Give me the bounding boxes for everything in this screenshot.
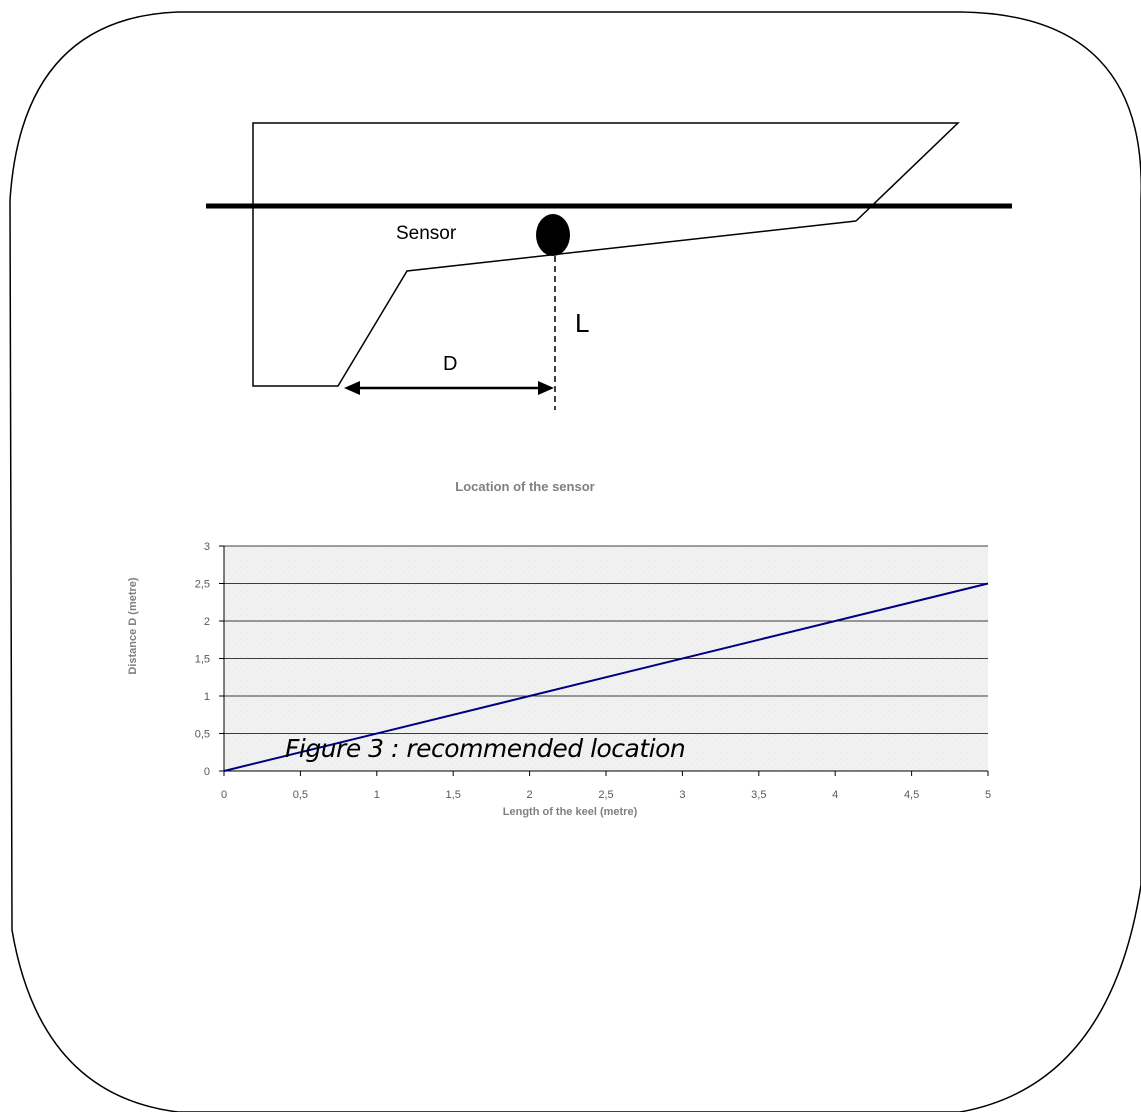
chart-title: Location of the sensor — [455, 479, 595, 494]
x-tick-label: 4 — [832, 789, 838, 801]
x-tick-label: 5 — [985, 789, 991, 801]
series-layer — [223, 582, 989, 772]
d-arrow-head-right — [538, 381, 554, 395]
x-tick-label: 3 — [679, 789, 685, 801]
axes — [219, 545, 989, 776]
x-tick-label: 4,5 — [904, 789, 919, 801]
x-tick-label: 2,5 — [598, 789, 613, 801]
d-arrow-head-left — [344, 381, 360, 395]
d-label: D — [443, 353, 458, 375]
l-label: L — [575, 308, 590, 338]
x-tick-label: 1,5 — [446, 789, 461, 801]
y-tick-label: 2,5 — [195, 579, 210, 591]
hull-bow — [390, 122, 960, 222]
y-tick-label: 1,5 — [195, 654, 210, 666]
x-tick-label: 0 — [221, 789, 227, 801]
y-tick-label: 1 — [204, 691, 210, 703]
keel-diagram — [206, 122, 1012, 410]
rounded-border — [9, 11, 1141, 1112]
grid-lines — [224, 545, 988, 734]
hull-outline — [252, 122, 857, 387]
x-tick-label: 2 — [527, 789, 533, 801]
y-tick-label: 0,5 — [195, 729, 210, 741]
sensor-marker — [536, 214, 570, 256]
figure-caption: Figure 3 : recommended location — [285, 734, 686, 763]
tick-labels: 0 0,5 1 1,5 2 2,5 3 0 0,5 1 1,5 2 2,5 3 3,5 4 4,5 5 — [195, 541, 991, 801]
x-axis-title: Length of the keel (metre) — [502, 806, 638, 818]
series-line — [223, 582, 989, 772]
y-tick-label: 2 — [204, 616, 210, 628]
x-tick-label: 3,5 — [751, 789, 766, 801]
y-tick-label: 0 — [204, 766, 210, 778]
x-tick-label: 1 — [374, 789, 380, 801]
y-tick-label: 3 — [204, 541, 210, 553]
x-tick-label: 0,5 — [293, 789, 308, 801]
sensor-label: Sensor — [396, 223, 457, 244]
